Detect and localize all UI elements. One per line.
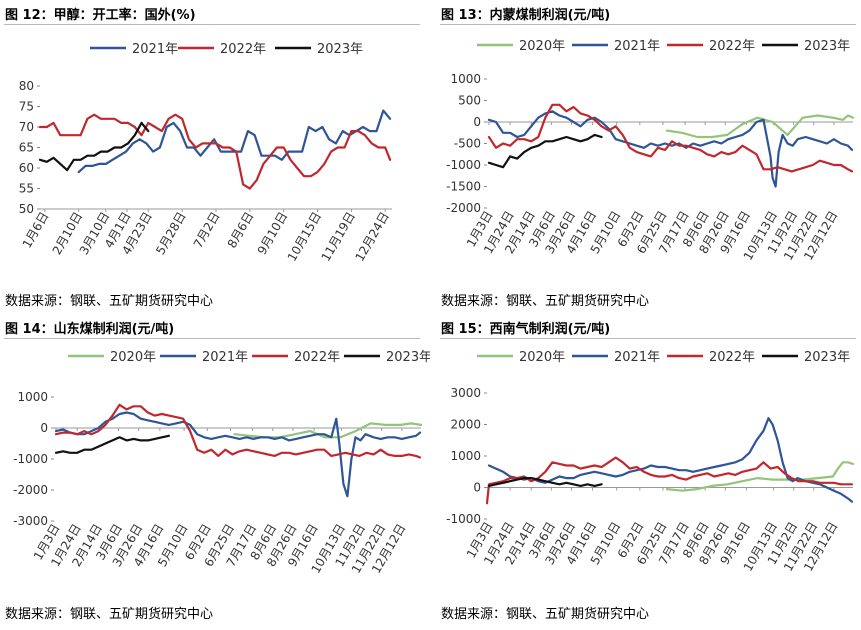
series-line-2021年 <box>54 411 422 498</box>
chart-12: 505560657075801月6日2月10日3月10日4月1日4月23日5月2… <box>19 42 392 264</box>
y-tick-label: 1000 <box>17 390 48 404</box>
series-line-2021年 <box>487 417 854 503</box>
y-tick-label: -1000 <box>13 452 48 466</box>
y-tick-label: 70 <box>19 120 34 134</box>
series-line-2022年 <box>54 403 422 459</box>
legend-label: 2023年 <box>386 350 430 365</box>
y-tick-label: 0 <box>40 421 48 435</box>
y-tick-label: 1000 <box>450 449 481 463</box>
y-tick-label: -3000 <box>13 514 48 528</box>
chart-14-source: 数据来源：钢联、五矿期货研究中心 <box>5 607 214 622</box>
series-line-2023年 <box>54 434 170 454</box>
chart-14-title-rule <box>4 338 420 339</box>
series-line-2023年 <box>38 121 150 172</box>
y-tick-label: 2000 <box>450 418 481 432</box>
legend-label: 2022年 <box>294 350 340 365</box>
chart-12-title: 图 12：甲醇：开工率：国外(%) <box>5 8 196 23</box>
chart-15-title: 图 15：西南气制利润(元/吨) <box>441 322 611 337</box>
series-line-2022年 <box>485 456 854 505</box>
y-tick-label: -1000 <box>446 158 481 172</box>
y-tick-label: 80 <box>19 79 34 93</box>
y-tick-label: 0 <box>473 115 481 129</box>
chart-14: -3000-2000-1000010001月3日1月24日2月14日3月6日3月… <box>13 350 430 576</box>
series-line-2023年 <box>487 133 603 169</box>
y-tick-label: 1000 <box>450 72 481 86</box>
chart-12-title-rule <box>4 24 420 25</box>
legend-label: 2023年 <box>317 42 363 57</box>
y-tick-label: -1500 <box>446 180 481 194</box>
y-tick-label: 50 <box>19 202 34 216</box>
y-tick-label: -2000 <box>446 201 481 215</box>
y-tick-label: 3000 <box>450 386 481 400</box>
series-line-2022年 <box>38 113 392 190</box>
legend-label: 2023年 <box>804 350 850 365</box>
series-line-2023年 <box>487 477 603 487</box>
chart-14-title: 图 14：山东煤制利润(元/吨) <box>5 322 175 337</box>
y-tick-label: 500 <box>458 94 481 108</box>
x-tick-label: 12月24日 <box>352 210 391 264</box>
chart-13-title: 图 13：内蒙煤制利润(元/吨) <box>441 8 611 23</box>
legend-label: 2021年 <box>614 39 660 54</box>
legend-label: 2023年 <box>804 39 850 54</box>
series-line-2021年 <box>77 109 392 174</box>
x-tick-label: 5月28日 <box>153 210 189 258</box>
chart-13-source: 数据来源：钢联、五矿期货研究中心 <box>441 294 650 309</box>
legend-label: 2022年 <box>709 39 755 54</box>
legend-label: 2021年 <box>614 350 660 365</box>
series-line-2020年 <box>665 114 855 139</box>
y-tick-label: 55 <box>19 182 34 196</box>
series-line-2020年 <box>665 461 855 492</box>
y-tick-label: 60 <box>19 161 34 175</box>
chart-13: -2000-1500-1000-500050010001月3日1月24日2月14… <box>446 39 855 263</box>
legend-label: 2020年 <box>519 350 565 365</box>
legend-label: 2022年 <box>220 42 266 57</box>
y-tick-label: 75 <box>19 100 34 114</box>
y-tick-label: -1000 <box>446 512 481 526</box>
legend-label: 2022年 <box>709 350 755 365</box>
chart-15: -100001000200030001月3日1月24日2月14日3月6日3月26… <box>446 350 855 574</box>
y-tick-label: 65 <box>19 141 34 155</box>
legend-label: 2021年 <box>132 42 178 57</box>
y-tick-label: 0 <box>473 481 481 495</box>
chart-15-title-rule <box>440 338 856 339</box>
legend-label: 2020年 <box>110 350 156 365</box>
y-tick-label: -2000 <box>13 483 48 497</box>
x-tick-label: 8月6日 <box>225 210 257 251</box>
legend-label: 2020年 <box>519 39 565 54</box>
chart-13-title-rule <box>440 24 856 25</box>
y-tick-label: -500 <box>454 137 481 151</box>
x-tick-label: 7月2日 <box>191 210 223 251</box>
chart-15-source: 数据来源：钢联、五矿期货研究中心 <box>441 607 650 622</box>
legend-label: 2021年 <box>202 350 248 365</box>
chart-12-source: 数据来源：钢联、五矿期货研究中心 <box>5 294 214 309</box>
series-line-2022年 <box>487 103 854 173</box>
x-tick-label: 9月10日 <box>255 210 291 258</box>
